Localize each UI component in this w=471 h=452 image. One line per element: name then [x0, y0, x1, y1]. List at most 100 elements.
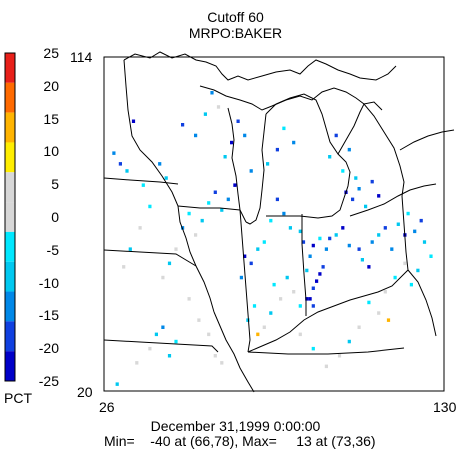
data-cell: [125, 169, 129, 173]
colorbar-tick-label: -10: [38, 274, 59, 291]
data-cell: [154, 332, 158, 337]
colorbar-swatch: [5, 142, 15, 173]
colorbar-tick-label: 0: [51, 209, 59, 225]
colorbar: [4, 52, 16, 382]
lake-superior-shoreline: [123, 51, 397, 81]
colorbar-tick-label: 20: [43, 77, 59, 94]
colorbar-swatch: [5, 321, 15, 352]
data-cell: [187, 297, 191, 301]
data-cell: [167, 261, 172, 266]
data-cell: [305, 268, 309, 273]
colorbar-swatch: [5, 112, 15, 143]
data-cell: [230, 140, 234, 145]
footer-stats: Min= -40 at (66,78), Max= 13 at (73,36): [104, 433, 376, 449]
data-cell: [181, 123, 185, 127]
data-cell: [386, 318, 391, 322]
colorbar-tick-label: -5: [46, 241, 59, 258]
data-cell: [298, 332, 302, 337]
data-cell: [194, 233, 198, 237]
data-cell: [148, 346, 152, 351]
data-cell: [334, 233, 338, 237]
colorbar-tick-label: -15: [38, 307, 59, 324]
x-axis-right-label: 130: [433, 399, 457, 415]
data-cell: [357, 247, 361, 251]
colorbar-swatch: [5, 172, 15, 203]
data-cell: [403, 261, 407, 266]
data-cell: [141, 183, 145, 187]
data-cell: [288, 226, 292, 230]
data-cell: [256, 332, 260, 337]
data-cell: [122, 265, 126, 269]
iowa-northern-border: [103, 177, 179, 185]
data-cell: [200, 218, 204, 223]
data-cell: [262, 325, 266, 329]
data-cell: [148, 204, 152, 209]
colorbar-tick-label: 15: [43, 110, 59, 127]
data-cell: [207, 201, 211, 205]
data-cell: [370, 240, 374, 244]
missouri-iowa-border: [103, 249, 197, 267]
illinois-indiana-border: [239, 209, 251, 353]
data-cell: [390, 247, 394, 251]
data-cell: [243, 254, 247, 258]
data-cell: [357, 325, 361, 329]
data-cell: [409, 282, 413, 287]
data-cell: [347, 243, 351, 248]
data-cell: [158, 162, 162, 166]
data-cell: [351, 197, 355, 202]
data-cell: [357, 187, 361, 191]
data-cell: [252, 304, 257, 308]
data-cell: [364, 204, 368, 209]
mississippi-river: [213, 311, 255, 393]
data-cell: [118, 162, 122, 166]
colorbar-swatch: [5, 53, 15, 83]
state-boundaries: [103, 51, 455, 393]
data-cell: [243, 133, 247, 138]
colorbar-swatch: [5, 231, 15, 262]
data-cell: [207, 332, 211, 337]
data-cell: [194, 133, 198, 138]
data-cell: [429, 254, 433, 258]
data-cell: [311, 346, 315, 351]
michigan-upper-peninsula: [199, 85, 383, 111]
data-cell: [308, 297, 312, 301]
colorbar-swatch: [5, 82, 15, 113]
data-cell: [422, 240, 427, 244]
y-axis-bottom-label: 20: [77, 384, 93, 400]
data-cell: [128, 247, 132, 251]
data-cell: [413, 229, 417, 234]
data-cell: [138, 226, 142, 230]
colorbar-swatch: [5, 202, 15, 232]
data-cell: [246, 318, 250, 322]
data-cell: [282, 126, 286, 131]
data-cell: [416, 268, 420, 273]
lake-michigan-east-shore: [245, 113, 267, 225]
data-cell: [311, 304, 315, 308]
data-cell: [324, 247, 328, 251]
data-cell: [285, 275, 289, 280]
data-cell: [383, 226, 387, 230]
colorbar-tick-label: -20: [38, 340, 59, 357]
data-cell: [164, 176, 168, 180]
data-cell: [115, 382, 119, 386]
data-cell: [292, 290, 296, 294]
data-cell: [174, 247, 178, 251]
ohio-river: [247, 269, 409, 353]
data-cell: [112, 151, 116, 155]
lake-erie-shore: [349, 183, 437, 217]
colorbar-swatch: [5, 261, 15, 292]
data-cell: [318, 236, 322, 241]
data-cell: [161, 325, 165, 329]
colorbar-tick-label: 10: [43, 143, 59, 160]
data-cell: [275, 197, 279, 202]
data-cell: [262, 240, 266, 244]
iowa-illinois-border: [177, 205, 215, 313]
data-cell: [272, 282, 276, 287]
data-cell: [321, 265, 325, 269]
data-cell: [220, 361, 224, 365]
data-cell: [341, 226, 345, 230]
colorbar-swatch: [5, 291, 15, 322]
data-cell: [324, 364, 328, 369]
data-cell: [279, 297, 283, 301]
